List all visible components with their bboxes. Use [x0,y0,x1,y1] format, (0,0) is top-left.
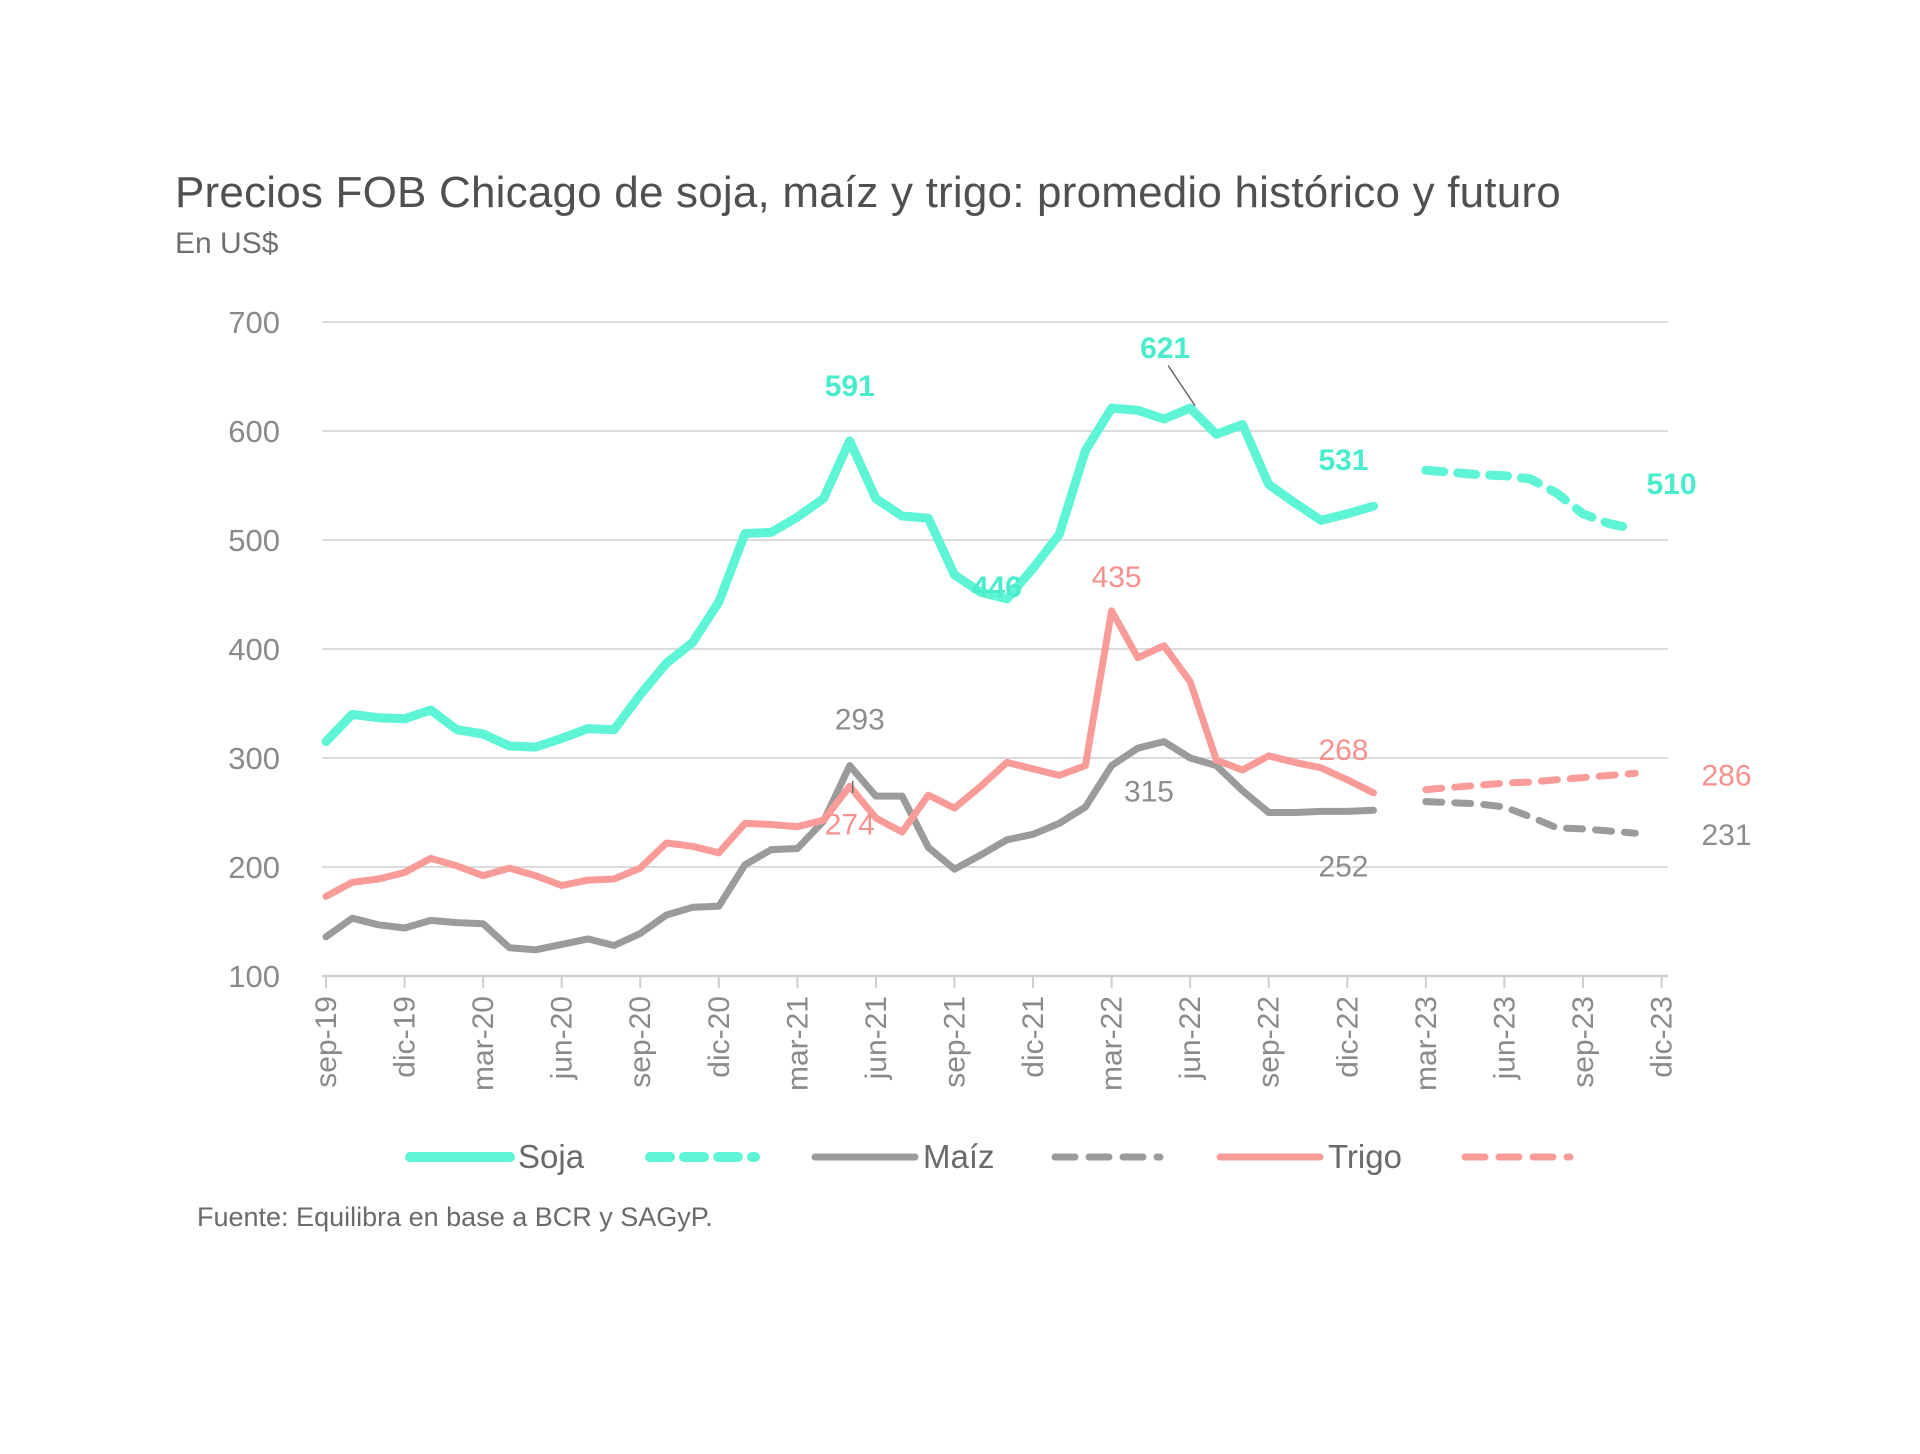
y-tick-label: 300 [228,741,280,776]
data-label: 315 [1124,776,1174,809]
y-tick-label: 400 [228,632,280,667]
x-tick-label: dic-19 [389,996,422,1078]
series-line-maiz [322,738,1377,954]
x-tick-label: mar-22 [1096,996,1129,1091]
data-label: 531 [1318,444,1368,477]
x-tick-label: dic-23 [1646,996,1679,1078]
data-label: 293 [835,704,885,737]
x-tick-label: sep-20 [624,996,657,1088]
legend-label: Trigo [1328,1138,1402,1175]
x-tick-label: sep-19 [310,996,343,1088]
x-tick-label: dic-22 [1331,996,1364,1078]
y-tick-label: 500 [228,523,280,558]
chart-subtitle: En US$ [175,227,279,260]
series-line-trigo [322,607,1377,900]
x-tick-label: sep-23 [1567,996,1600,1088]
annotation-leader [1167,365,1196,407]
y-tick-label: 600 [228,414,280,449]
y-tick-label: 100 [228,959,280,994]
x-tick-label: mar-23 [1410,996,1443,1091]
x-tick-label: mar-20 [467,996,500,1091]
data-label: 446 [972,571,1022,604]
chart-title: Precios FOB Chicago de soja, maíz y trig… [175,168,1561,217]
x-tick-label: jun-20 [546,996,579,1080]
x-tick-label: mar-21 [781,996,814,1091]
data-label: 268 [1318,734,1368,767]
x-tick-label: jun-22 [1174,996,1207,1080]
legend-label: Maíz [923,1138,995,1175]
series-line-maiz-futuro [1422,798,1639,837]
x-tick-label: dic-20 [703,996,736,1078]
legend-label: Soja [518,1138,585,1175]
data-label: 435 [1092,561,1142,594]
series-line-soja-futuro [1421,465,1640,534]
data-label: 510 [1646,468,1696,501]
chart-source: Fuente: Equilibra en base a BCR y SAGyP. [197,1202,713,1232]
series-line-trigo-futuro [1422,769,1639,794]
data-label: 252 [1318,850,1368,883]
x-tick-label: dic-21 [1017,996,1050,1078]
data-label: 286 [1701,759,1751,792]
x-tick-label: jun-23 [1488,996,1521,1080]
x-tick-label: jun-21 [860,996,893,1080]
x-tick-label: sep-22 [1253,996,1286,1088]
data-label: 621 [1140,332,1190,365]
data-label: 231 [1701,819,1751,852]
data-label: 274 [825,808,875,841]
y-tick-label: 700 [228,305,280,340]
y-tick-label: 200 [228,850,280,885]
data-label: 591 [825,370,875,403]
x-tick-label: sep-21 [938,996,971,1088]
series-line-soja [321,403,1378,752]
